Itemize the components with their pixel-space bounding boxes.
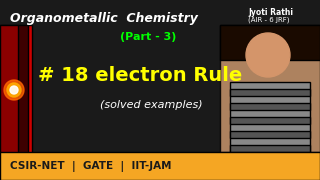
Circle shape bbox=[246, 33, 290, 77]
Text: (Part - 3): (Part - 3) bbox=[120, 32, 176, 42]
FancyBboxPatch shape bbox=[22, 25, 26, 155]
FancyBboxPatch shape bbox=[220, 25, 320, 152]
Text: CSIR-NET  |  GATE  |  IIT-JAM: CSIR-NET | GATE | IIT-JAM bbox=[10, 161, 172, 172]
Circle shape bbox=[7, 83, 21, 97]
Text: Jyoti Rathi: Jyoti Rathi bbox=[248, 8, 293, 17]
FancyBboxPatch shape bbox=[28, 25, 32, 155]
FancyBboxPatch shape bbox=[20, 25, 22, 155]
Text: (solved examples): (solved examples) bbox=[100, 100, 203, 110]
Text: Organometallic  Chemistry: Organometallic Chemistry bbox=[10, 12, 198, 24]
FancyBboxPatch shape bbox=[18, 25, 21, 155]
FancyBboxPatch shape bbox=[21, 25, 24, 155]
Circle shape bbox=[4, 80, 24, 100]
FancyBboxPatch shape bbox=[230, 82, 310, 152]
FancyBboxPatch shape bbox=[230, 89, 310, 96]
FancyBboxPatch shape bbox=[0, 25, 30, 155]
FancyBboxPatch shape bbox=[230, 103, 310, 110]
Text: (AIR - 6 JRF): (AIR - 6 JRF) bbox=[248, 17, 290, 23]
FancyBboxPatch shape bbox=[220, 25, 320, 60]
FancyBboxPatch shape bbox=[230, 131, 310, 138]
Text: # 18 electron Rule: # 18 electron Rule bbox=[38, 66, 242, 84]
FancyBboxPatch shape bbox=[230, 117, 310, 124]
FancyBboxPatch shape bbox=[230, 145, 310, 152]
Circle shape bbox=[10, 86, 18, 94]
FancyBboxPatch shape bbox=[0, 25, 18, 155]
FancyBboxPatch shape bbox=[0, 152, 320, 180]
